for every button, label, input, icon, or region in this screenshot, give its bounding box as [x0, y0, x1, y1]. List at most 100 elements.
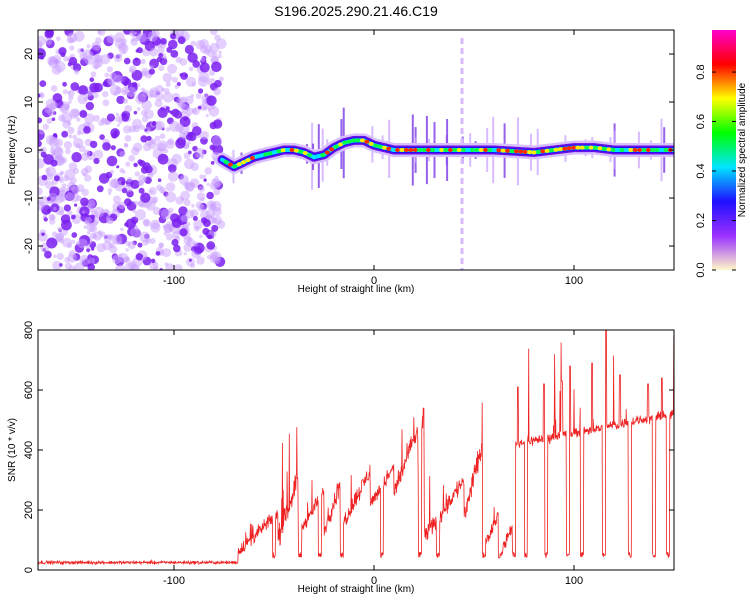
spectrogram-noise-blob [163, 231, 168, 236]
spectrogram-ridge-peak [588, 145, 594, 150]
spectrogram-noise-blob [53, 59, 60, 66]
spectrogram-ridge-peak [267, 151, 273, 156]
spectrogram-noise-blob [205, 114, 209, 118]
spectrogram-noise-blob [124, 135, 132, 142]
spectrogram-noise-blob [147, 172, 154, 179]
spectrogram-noise-blob [190, 209, 199, 218]
spectrogram-noise-blob [149, 238, 156, 244]
spectrogram-noise-blob [60, 170, 65, 175]
spectrogram-ytick-label: -20 [23, 238, 35, 254]
spectrogram-noise-blob [188, 140, 192, 144]
spectrogram-noise-blob [115, 87, 123, 94]
spectrogram-noise-blob [71, 152, 82, 163]
spectrogram-ridge-peak [412, 148, 418, 152]
spectrogram-noise-blob [150, 258, 156, 263]
spectrogram-ridge-peak [425, 148, 431, 152]
spectrogram-noise-blob [118, 253, 122, 257]
spectrogram-ridge-peak [386, 146, 392, 151]
spectrogram-ridge-peak [430, 148, 436, 152]
spectrogram-noise-blob [158, 65, 165, 72]
spectrogram-ridge-peak [421, 148, 427, 152]
spectrogram-noise-blob [199, 234, 203, 239]
spectrogram-noise-blob [199, 154, 205, 159]
spectrogram-noise-blob [90, 232, 96, 239]
spectrogram-noise-blob [71, 108, 80, 118]
spectrogram-noise-blob [162, 224, 167, 229]
spectrogram-noise-blob [177, 36, 186, 45]
spectrogram-noise-blob [130, 179, 140, 189]
spectrogram-noise-blob [109, 178, 119, 189]
spectrogram-noise-blob [97, 30, 102, 35]
snr-xlabel: Height of straight line (km) [298, 584, 415, 595]
spectrogram-noise-blob [188, 258, 192, 262]
spectrogram-noise-blob [118, 119, 123, 125]
spectrogram-ridge-peak [403, 148, 409, 152]
spectrogram-noise-blob [122, 50, 126, 55]
spectrogram-ridge-peak [505, 148, 511, 153]
spectrogram-ridge-peak [447, 148, 453, 152]
spectrogram-noise-blob [104, 119, 110, 126]
spectrogram-noise-blob [126, 177, 133, 183]
spectrogram-noise-blob [94, 65, 99, 70]
spectrogram-noise-blob [170, 50, 179, 58]
spectrogram-noise-blob [59, 104, 70, 114]
spectrogram-ridge-peak [434, 148, 440, 152]
spectrogram-noise-blob [200, 210, 210, 220]
spectrogram-noise-blob [154, 135, 161, 142]
spectrogram-ridge-peak [478, 148, 484, 152]
spectrogram-noise-blob [71, 239, 76, 244]
spectrogram-noise-blob [185, 257, 195, 267]
spectrogram-noise-blob [118, 42, 127, 51]
spectrogram-noise-blob [77, 48, 83, 54]
spectrogram-ridge-peak [491, 148, 497, 152]
spectrogram-noise-blob [67, 91, 71, 95]
spectrogram-ridge-peak [557, 147, 563, 152]
spectrogram-noise-blob [67, 100, 72, 105]
spectrogram-noise-blob [155, 85, 164, 94]
snr-ytick-label: 600 [23, 381, 35, 399]
spectrogram-ridge-peak [337, 142, 343, 147]
spectrogram-noise-blob [59, 178, 64, 184]
spectrogram-noise-blob [138, 187, 145, 194]
snr-axes: -100 0 100 0 200 400 600 800 [23, 321, 674, 587]
spectrogram-ridge-peak [637, 148, 643, 152]
spectrogram-ridge-peak [280, 148, 286, 153]
chart-title: S196.2025.290.21.46.C19 [274, 3, 438, 19]
spectrogram-noise-blob [148, 93, 153, 99]
spectrogram-noise-blob [124, 143, 129, 148]
spectrogram-ridge-peak [663, 148, 669, 152]
spectrogram-xtick-label: -100 [163, 275, 185, 287]
colorbar-tick-label: 0.2 [695, 213, 707, 228]
spectrogram-ridge-peak [289, 148, 295, 152]
spectrogram-noise-blob [207, 234, 213, 240]
spectrogram-noise-blob [190, 162, 199, 171]
spectrogram-noise-blob [166, 46, 173, 53]
spectrogram-noise-blob [170, 33, 177, 40]
spectrogram-noise-blob [125, 161, 131, 167]
spectrogram-noise-blob [120, 180, 126, 186]
spectrogram-noise-blob [86, 230, 91, 235]
spectrogram-noise-blob [123, 57, 131, 65]
spectrogram-noise-blob [174, 84, 179, 90]
spectrogram-noise-blob [106, 217, 114, 225]
spectrogram-noise-blob [195, 152, 201, 158]
spectrogram-noise-blob [61, 188, 66, 193]
spectrogram-noise-blob [140, 135, 148, 143]
spectrogram-ridge-peak [364, 139, 370, 144]
spectrogram-noise-blob [63, 56, 69, 62]
spectrogram-noise-blob [118, 53, 123, 58]
spectrogram-noise-blob [104, 72, 110, 78]
spectrogram-noise-blob [54, 146, 63, 155]
spectrogram-noise-blob [160, 38, 167, 45]
spectrogram-noise-blob [61, 183, 67, 189]
spectrogram-noise-blob [38, 196, 50, 207]
spectrogram-ridge-peak [518, 149, 524, 154]
spectrogram-noise-blob [183, 236, 192, 245]
spectrogram-noise-blob [91, 60, 101, 69]
spectrogram-ridge-peak [249, 156, 255, 160]
spectrogram-noise-blob [84, 174, 92, 182]
spectrogram-ridge-peak [465, 148, 471, 152]
spectrogram-ridge-peak [329, 147, 335, 152]
spectrogram-noise-blob [93, 149, 104, 160]
spectrogram-ridge-peak [553, 147, 559, 152]
